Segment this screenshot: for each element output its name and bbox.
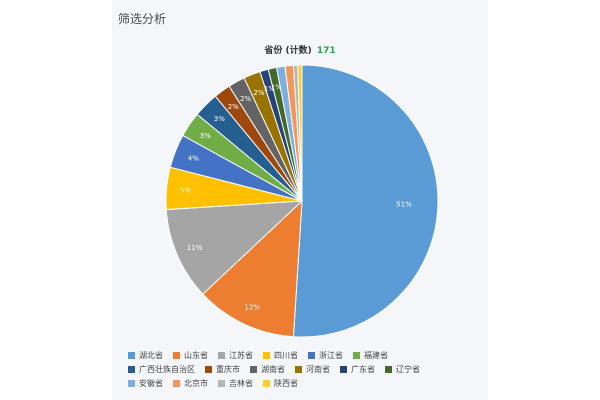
chart-title-count: 171 bbox=[316, 46, 336, 56]
pie-data-label-11: 1% bbox=[271, 83, 282, 91]
legend-item[interactable]: 河南省 bbox=[295, 364, 330, 375]
legend-item[interactable]: 广西壮族自治区 bbox=[128, 364, 195, 375]
pie-data-label-10: 1% bbox=[264, 85, 275, 93]
legend-item[interactable]: 安徽省 bbox=[128, 378, 163, 389]
legend-label: 四川省 bbox=[274, 350, 298, 360]
panel-title: 筛选分析 bbox=[118, 12, 167, 26]
legend-swatch bbox=[250, 365, 257, 373]
legend-label: 广东省 bbox=[351, 364, 375, 374]
legend-swatch bbox=[173, 351, 180, 359]
pie-data-label-8: 2% bbox=[240, 95, 251, 103]
chart-title: 省份 (计数) 171 bbox=[112, 43, 488, 56]
pie-data-label-4: 4% bbox=[188, 154, 199, 162]
pie-slice-2[interactable] bbox=[165, 200, 304, 295]
pie-data-label-6: 3% bbox=[214, 115, 225, 123]
pie-data-label-5: 3% bbox=[200, 132, 211, 140]
legend-label: 陕西省 bbox=[274, 378, 298, 388]
legend-label: 山东省 bbox=[184, 350, 208, 360]
pie-slice-1[interactable] bbox=[202, 199, 303, 338]
pie-data-label-3: 5% bbox=[180, 186, 191, 194]
pie-slice-15[interactable] bbox=[297, 64, 303, 202]
legend-swatch bbox=[205, 365, 212, 373]
legend-row-0: 湖北省 山东省 江苏省 四川省 浙江省 福建省 bbox=[128, 348, 478, 362]
legend-label: 安徽省 bbox=[139, 378, 163, 388]
legend-label: 湖北省 bbox=[139, 350, 163, 360]
legend-item[interactable]: 浙江省 bbox=[308, 350, 343, 361]
legend-item[interactable]: 湖南省 bbox=[250, 364, 285, 375]
pie-data-label-2: 11% bbox=[187, 244, 203, 252]
legend-row-2: 安徽省 北京市 吉林省 陕西省 bbox=[128, 376, 478, 390]
legend-label: 河南省 bbox=[306, 364, 330, 374]
legend-swatch bbox=[308, 351, 315, 359]
legend-swatch bbox=[295, 365, 302, 373]
legend-label: 北京市 bbox=[184, 378, 208, 388]
pie-data-label-0: 51% bbox=[396, 201, 412, 209]
legend-row-1: 广西壮族自治区 重庆市 湖南省 河南省 广东省 辽宁省 bbox=[128, 362, 478, 376]
legend-swatch bbox=[340, 365, 347, 373]
legend-swatch bbox=[353, 351, 360, 359]
legend-label: 福建省 bbox=[364, 350, 388, 360]
chart-legend: 湖北省 山东省 江苏省 四川省 浙江省 福建省广西壮族自治区 重庆市 湖南省 河南省 广东省 辽宁省… bbox=[128, 348, 478, 390]
legend-label: 湖南省 bbox=[261, 364, 285, 374]
legend-swatch bbox=[128, 365, 135, 373]
pie-chart[interactable]: 51%12%11%5%4%3%3%2%2%2% 1%1% bbox=[112, 0, 488, 350]
pie-data-label-1: 12% bbox=[244, 303, 260, 311]
chart-title-label: 省份 (计数) bbox=[264, 46, 312, 56]
legend-swatch bbox=[173, 379, 180, 387]
legend-item[interactable]: 福建省 bbox=[353, 350, 388, 361]
pie-data-label-9: 2% bbox=[253, 89, 264, 97]
legend-label: 重庆市 bbox=[216, 364, 240, 374]
legend-item[interactable]: 江苏省 bbox=[218, 350, 253, 361]
legend-label: 吉林省 bbox=[229, 378, 253, 388]
analysis-panel: 筛选分析 省份 (计数) 171 51% 12% 11% 5% 4% 3% 3% 2% 2% 2%… bbox=[112, 0, 488, 400]
legend-item[interactable]: 重庆市 bbox=[205, 364, 240, 375]
legend-item[interactable]: 吉林省 bbox=[218, 378, 253, 389]
legend-item[interactable]: 辽宁省 bbox=[385, 364, 420, 375]
pie-data-label-7: 2% bbox=[228, 103, 239, 111]
legend-swatch bbox=[128, 379, 135, 387]
legend-label: 广西壮族自治区 bbox=[139, 364, 195, 374]
legend-label: 江苏省 bbox=[229, 350, 253, 360]
legend-label: 辽宁省 bbox=[396, 364, 420, 374]
legend-swatch bbox=[218, 379, 225, 387]
legend-item[interactable]: 湖北省 bbox=[128, 350, 163, 361]
legend-label: 浙江省 bbox=[319, 350, 343, 360]
legend-swatch bbox=[263, 351, 270, 359]
legend-swatch bbox=[263, 379, 270, 387]
legend-swatch bbox=[218, 351, 225, 359]
legend-item[interactable]: 陕西省 bbox=[263, 378, 298, 389]
legend-swatch bbox=[385, 365, 392, 373]
legend-swatch bbox=[128, 351, 135, 359]
legend-item[interactable]: 北京市 bbox=[173, 378, 208, 389]
pie-slice-0[interactable] bbox=[292, 64, 439, 338]
legend-item[interactable]: 四川省 bbox=[263, 350, 298, 361]
legend-item[interactable]: 广东省 bbox=[340, 364, 375, 375]
legend-item[interactable]: 山东省 bbox=[173, 350, 208, 361]
